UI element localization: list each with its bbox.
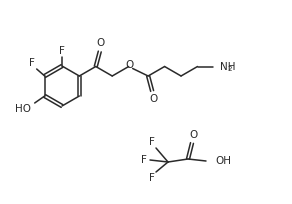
Text: OH: OH bbox=[215, 156, 231, 166]
Text: F: F bbox=[141, 155, 147, 165]
Text: NH: NH bbox=[220, 61, 235, 71]
Text: O: O bbox=[97, 39, 105, 49]
Text: F: F bbox=[29, 58, 35, 68]
Text: F: F bbox=[149, 173, 155, 183]
Text: HO: HO bbox=[15, 104, 31, 114]
Text: F: F bbox=[149, 137, 155, 147]
Text: O: O bbox=[126, 61, 134, 71]
Text: F: F bbox=[59, 46, 65, 56]
Text: O: O bbox=[149, 94, 157, 104]
Text: 2: 2 bbox=[227, 66, 232, 72]
Text: O: O bbox=[189, 130, 197, 140]
